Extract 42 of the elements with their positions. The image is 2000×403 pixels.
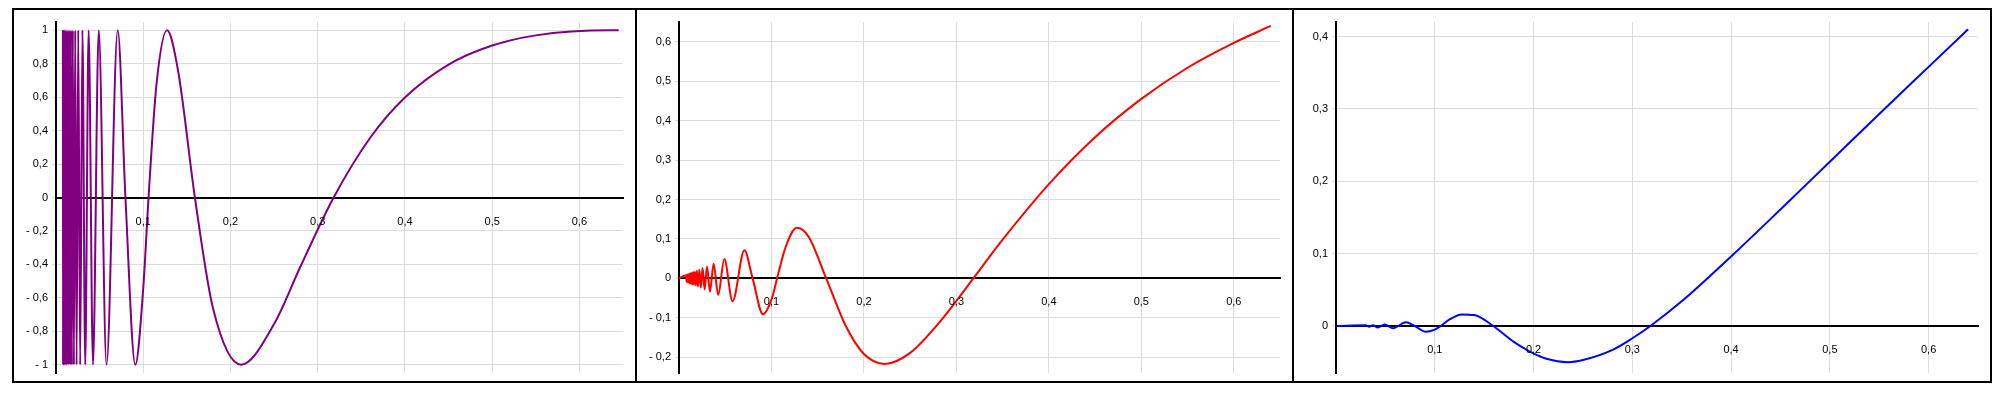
y-tick-label: 0 [664,271,671,284]
y-tick-label: 0 [1321,318,1328,331]
y-tick-label: 0 [41,190,48,203]
y-tick-label: 0,8 [32,56,48,69]
y-tick-label: - 0,2 [25,223,48,236]
x-tick-label: 0,4 [397,214,413,227]
y-tick-label: 0,2 [1312,174,1328,187]
y-tick-label: 0,3 [1312,101,1328,114]
x-tick-label: 0,5 [1822,342,1838,355]
x-tick-label: 0,6 [1920,342,1937,355]
x-tick-label: 0,2 [1525,342,1542,355]
y-tick-label: 0,6 [655,34,671,47]
y-tick-label: 0,4 [32,123,48,136]
x-tick-label: 0,4 [1041,295,1057,308]
line-series [1336,28,1970,364]
y-tick-label: 0,2 [655,192,671,205]
y-tick-label: - 0,2 [648,350,671,363]
x-tick-label: 0,5 [484,214,500,227]
y-tick-label: 0,6 [32,90,48,103]
y-tick-label: - 1 [35,357,48,370]
x-tick-label: 0,2 [222,214,239,227]
y-tick-label: 0,4 [655,113,671,126]
x-tick-label: 0,6 [571,214,588,227]
x-tick-label: 0,2 [856,295,872,308]
y-tick-label: 0,3 [655,153,671,166]
y-tick-label: 0,1 [655,231,671,244]
y-tick-label: 0,5 [655,74,671,87]
y-tick-label: 0,1 [1312,246,1328,259]
y-tick-label: 0,4 [1312,29,1328,42]
line-series [61,29,620,366]
y-tick-label: 1 [41,23,48,36]
x-tick-label: 0,6 [1226,295,1242,308]
x-tick-label: 0,4 [1723,342,1739,355]
y-tick-label: - 0,6 [25,290,48,303]
x-tick-label: 0,5 [1133,295,1149,308]
x-tick-label: 0,3 [1624,342,1640,355]
y-tick-label: - 0,8 [25,324,48,337]
y-tick-label: 0,2 [32,157,48,170]
y-tick-label: - 0,4 [25,257,48,270]
y-tick-label: - 0,1 [648,310,671,323]
line-series [679,24,1272,365]
x-tick-label: 0,1 [1427,342,1443,355]
